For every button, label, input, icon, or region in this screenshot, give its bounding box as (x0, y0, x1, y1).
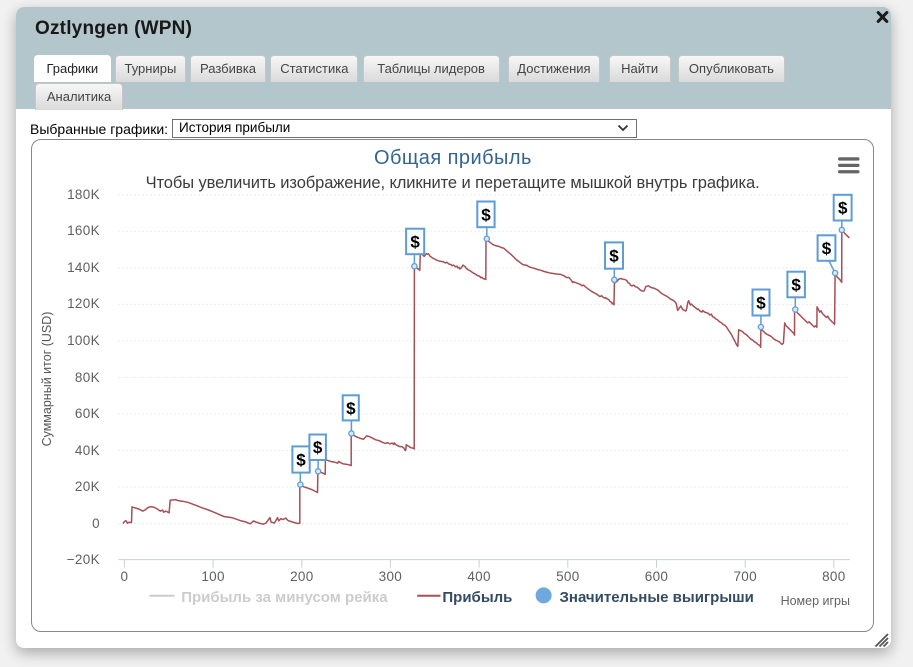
svg-text:$: $ (791, 276, 801, 295)
svg-text:$: $ (346, 399, 356, 418)
svg-text:$: $ (481, 205, 491, 224)
svg-text:$: $ (756, 294, 766, 313)
svg-text:$: $ (838, 199, 848, 218)
svg-text:$: $ (313, 438, 323, 457)
svg-text:$: $ (296, 451, 306, 470)
svg-text:$: $ (410, 232, 420, 251)
svg-text:$: $ (822, 239, 832, 258)
svg-text:$: $ (609, 247, 619, 266)
